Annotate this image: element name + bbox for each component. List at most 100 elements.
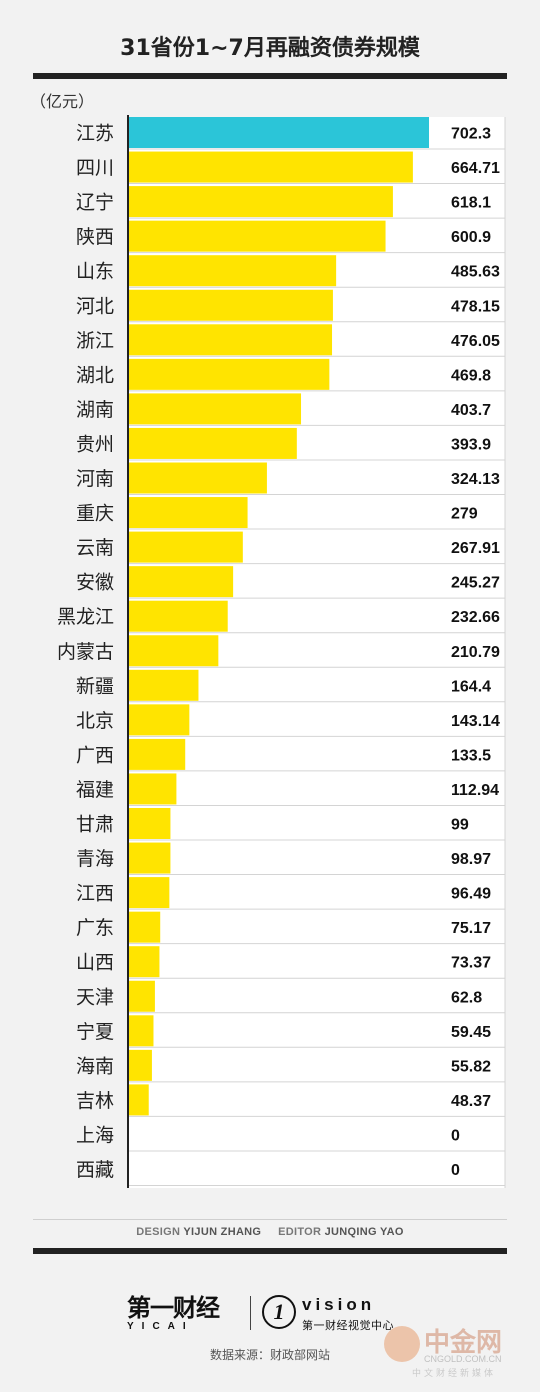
bar-21: [128, 842, 171, 874]
cngold-watermark: 中金网 CNGOLD.COM.CN 中文财经新媒体: [384, 1318, 534, 1379]
chart-title: 31省份1~7月再融资债券规模: [120, 36, 420, 61]
category-label: 辽宁: [76, 192, 114, 214]
category-label: 湖北: [76, 364, 114, 386]
value-label: 0: [451, 1127, 460, 1144]
category-label: 新疆: [76, 675, 114, 697]
bar-chart: 江苏 702.3 四川 664.71 辽宁 618.1 陕西 600.9 山东 485.63 河北 4…: [57, 115, 506, 1189]
bar-17: [128, 704, 190, 736]
value-label: 0: [451, 1162, 460, 1179]
value-label: 75.17: [451, 920, 491, 937]
bar-1: [128, 151, 413, 183]
category-label: 安徽: [76, 572, 114, 594]
bottom-rule: [33, 1248, 507, 1254]
value-label: 98.97: [451, 851, 491, 868]
value-label: 232.66: [451, 609, 500, 626]
editor-name: JUNQING YAO: [324, 1226, 404, 1238]
category-label: 内蒙古: [57, 641, 114, 663]
bar-8: [128, 393, 302, 425]
category-label: 黑龙江: [57, 606, 114, 628]
bar-11: [128, 497, 248, 529]
category-label: 山西: [76, 952, 114, 974]
value-label: 73.37: [451, 955, 491, 972]
bar-27: [128, 1049, 152, 1081]
category-label: 宁夏: [76, 1021, 114, 1043]
category-label: 福建: [76, 779, 114, 801]
category-label: 河北: [76, 295, 114, 317]
value-label: 133.5: [451, 747, 491, 764]
category-label: 江西: [76, 883, 114, 905]
bar-22: [128, 877, 170, 909]
vision-logo-cn: 第一财经视觉中心: [302, 1319, 394, 1332]
data-source: 数据来源：财政部网站: [209, 1348, 330, 1362]
bar-7: [128, 358, 330, 390]
category-label: 广西: [76, 744, 114, 766]
bar-18: [128, 738, 186, 770]
value-label: 702.3: [451, 126, 491, 143]
cngold-logo-icon: [384, 1326, 420, 1362]
credits-divider: [33, 1219, 507, 1220]
value-label: 476.05: [451, 333, 500, 350]
category-label: 山东: [76, 261, 114, 283]
value-label: 469.8: [451, 367, 491, 384]
category-label: 广东: [76, 917, 114, 939]
category-label: 甘肃: [76, 814, 114, 836]
category-label: 陕西: [76, 226, 114, 248]
vision-logo-en: vision: [302, 1295, 376, 1314]
watermark-url: CNGOLD.COM.CN: [424, 1354, 502, 1364]
bar-10: [128, 462, 267, 494]
unit-label: （亿元）: [30, 92, 95, 111]
value-label: 245.27: [451, 575, 500, 592]
bar-3: [128, 220, 386, 252]
editor-label: EDITOR: [278, 1226, 322, 1238]
bar-9: [128, 427, 297, 459]
design-name: YIJUN ZHANG: [183, 1226, 262, 1238]
credits: DESIGN YIJUN ZHANG EDITOR JUNQING YAO: [0, 1226, 540, 1238]
bar-12: [128, 531, 243, 563]
bar-5: [128, 289, 333, 321]
category-label: 西藏: [76, 1159, 114, 1181]
category-label: 湖南: [76, 399, 114, 421]
vision-mark-icon: 1: [262, 1295, 296, 1329]
bar-chart-svg: 江苏 702.3 四川 664.71 辽宁 618.1 陕西 600.9 山东 485.63 河北 4…: [57, 115, 506, 1189]
bar-4: [128, 255, 337, 287]
category-label: 重庆: [76, 503, 114, 525]
category-label: 北京: [76, 710, 114, 732]
vision-logo: 1 vision 第一财经视觉中心: [262, 1295, 422, 1335]
logo-separator: [250, 1296, 251, 1330]
value-label: 600.9: [451, 229, 491, 246]
value-label: 403.7: [451, 402, 491, 419]
category-label: 云南: [76, 537, 114, 559]
category-label: 浙江: [76, 330, 114, 352]
bar-28: [128, 1084, 149, 1116]
value-label: 143.14: [451, 713, 500, 730]
value-label: 478.15: [451, 298, 500, 315]
value-label: 393.9: [451, 436, 491, 453]
category-label: 吉林: [76, 1090, 114, 1112]
yicai-logo-en: YICAI: [127, 1321, 194, 1332]
bar-24: [128, 946, 160, 978]
value-label: 55.82: [451, 1058, 491, 1075]
bar-20: [128, 808, 171, 839]
value-label: 164.4: [451, 678, 491, 695]
bar-2: [128, 186, 393, 218]
bar-6: [128, 324, 333, 356]
value-label: 618.1: [451, 195, 491, 212]
category-label: 天津: [76, 986, 114, 1008]
value-label: 96.49: [451, 886, 491, 903]
bar-26: [128, 1015, 154, 1047]
bar-25: [128, 980, 155, 1012]
value-label: 112.94: [451, 782, 499, 799]
design-label: DESIGN: [136, 1226, 181, 1238]
category-label: 四川: [76, 157, 114, 179]
value-label: 210.79: [451, 644, 500, 661]
watermark-sub: 中文财经新媒体: [412, 1369, 497, 1379]
bar-15: [128, 635, 219, 667]
bar-14: [128, 600, 228, 632]
bar-19: [128, 773, 177, 805]
category-label: 上海: [76, 1124, 114, 1146]
bar-23: [128, 911, 161, 943]
bar-13: [128, 566, 234, 598]
value-label: 324.13: [451, 471, 500, 488]
value-label: 59.45: [451, 1024, 491, 1041]
category-label: 河南: [76, 468, 114, 490]
